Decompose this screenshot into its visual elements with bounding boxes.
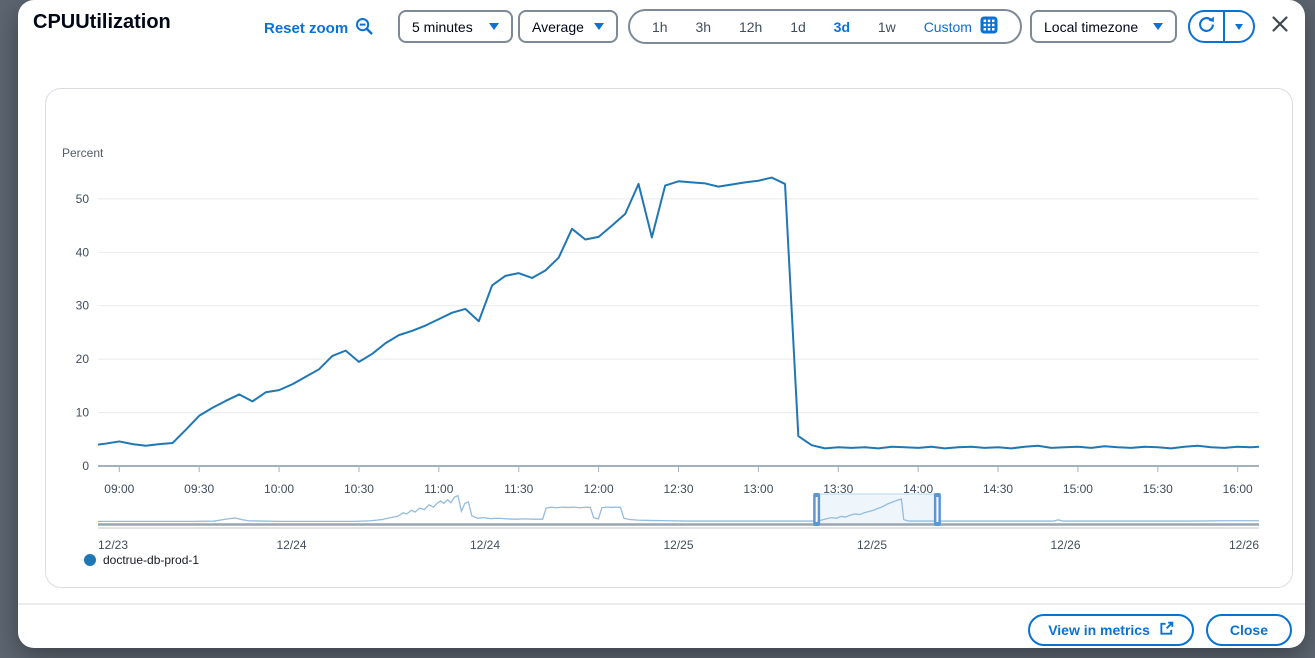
- y-tick-label: 20: [76, 352, 90, 366]
- x-tick-label: 13:00: [743, 482, 773, 496]
- x-tick-label: 14:00: [903, 482, 933, 496]
- calendar-icon: [980, 16, 998, 37]
- refresh-button[interactable]: [1190, 12, 1225, 41]
- y-tick-label: 30: [76, 299, 90, 313]
- range-1w[interactable]: 1w: [877, 18, 896, 35]
- metric-dialog: CPUUtilization Reset zoom 5 minutes Aver…: [18, 0, 1305, 648]
- chart-legend[interactable]: doctrue-db-prod-1: [84, 553, 199, 567]
- view-in-metrics-label: View in metrics: [1048, 622, 1150, 638]
- timeline-date-label: 12/24: [276, 538, 306, 552]
- range-1d[interactable]: 1d: [790, 18, 806, 35]
- y-tick-label: 10: [76, 406, 90, 420]
- statistic-dropdown[interactable]: Average: [518, 10, 618, 43]
- x-tick-label: 11:00: [424, 482, 453, 496]
- range-1h[interactable]: 1h: [652, 18, 668, 35]
- reset-zoom-label: Reset zoom: [264, 20, 349, 37]
- x-tick-label: 16:00: [1223, 482, 1253, 496]
- chevron-down-icon: [594, 23, 604, 30]
- close-button[interactable]: Close: [1205, 614, 1292, 646]
- y-axis-title: Percent: [62, 146, 104, 160]
- x-tick-label: 10:00: [264, 482, 294, 496]
- timeline-date-label: 12/24: [470, 538, 500, 552]
- zoom-out-icon: [355, 17, 374, 40]
- x-tick-label: 09:30: [184, 482, 214, 496]
- timeline-date-label: 12/26: [1050, 538, 1080, 552]
- period-dropdown-value: 5 minutes: [412, 18, 473, 35]
- timezone-dropdown[interactable]: Local timezone: [1030, 10, 1177, 43]
- refresh-split-button: [1188, 10, 1255, 43]
- x-tick-label: 15:30: [1143, 482, 1173, 496]
- timeline-date-label: 12/26: [1229, 538, 1259, 552]
- x-tick-label: 15:00: [1063, 482, 1093, 496]
- chevron-down-icon: [489, 23, 499, 30]
- refresh-options-button[interactable]: [1225, 12, 1253, 41]
- refresh-icon: [1198, 16, 1215, 38]
- y-tick-label: 0: [82, 459, 89, 473]
- chevron-down-icon: [1235, 23, 1243, 30]
- y-tick-label: 50: [76, 192, 90, 206]
- x-tick-label: 12:00: [584, 482, 614, 496]
- statistic-dropdown-value: Average: [532, 18, 584, 35]
- range-12h[interactable]: 12h: [738, 18, 763, 35]
- external-link-icon: [1159, 621, 1174, 639]
- x-tick-label: 12:30: [663, 482, 693, 496]
- range-3h[interactable]: 3h: [695, 18, 712, 35]
- cpu-utilization-chart: 0 10 20 30 40 50 Percent 09:00 09:30 10:00 10:30 11…: [62, 146, 1260, 552]
- chart-card: 0 10 20 30 40 50 Percent 09:00 09:30 10:00 10:30 11…: [45, 88, 1293, 588]
- range-3d-selected[interactable]: 3d: [833, 18, 850, 35]
- x-tick-label: 10:30: [344, 482, 374, 496]
- reset-zoom-link[interactable]: Reset zoom: [264, 17, 374, 40]
- dialog-footer: View in metrics Close: [18, 603, 1305, 648]
- x-tick-label: 09:00: [104, 482, 134, 496]
- legend-series-label: doctrue-db-prod-1: [103, 553, 200, 567]
- close-icon: [1269, 13, 1291, 40]
- timeline-date-label: 12/23: [98, 538, 128, 552]
- close-button-label: Close: [1229, 622, 1268, 638]
- range-custom-label: Custom: [923, 18, 972, 35]
- timeline-date-label: 12/25: [857, 538, 887, 552]
- chart-plot-area[interactable]: [98, 169, 1259, 466]
- series-line-doctrue-db-prod-1: [97, 176, 1260, 450]
- x-tick-label: 14:30: [983, 482, 1013, 496]
- legend-color-dot: [84, 554, 96, 566]
- timeline-date-label: 12/25: [663, 538, 693, 552]
- view-in-metrics-button[interactable]: View in metrics: [1028, 614, 1194, 646]
- x-tick-label: 11:30: [504, 482, 533, 496]
- time-range-control: 1h 3h 12h 1d 3d 1w Custom: [628, 9, 1022, 44]
- x-tick-label: 13:30: [823, 482, 853, 496]
- period-dropdown[interactable]: 5 minutes: [398, 10, 513, 43]
- timeline-sparkline: [98, 494, 1259, 523]
- dialog-close-button[interactable]: [1268, 14, 1292, 38]
- chevron-down-icon: [1153, 23, 1163, 30]
- y-tick-label: 40: [76, 245, 90, 259]
- page-title: CPUUtilization: [33, 11, 171, 33]
- timezone-dropdown-value: Local timezone: [1044, 18, 1139, 35]
- range-custom[interactable]: Custom: [924, 16, 998, 37]
